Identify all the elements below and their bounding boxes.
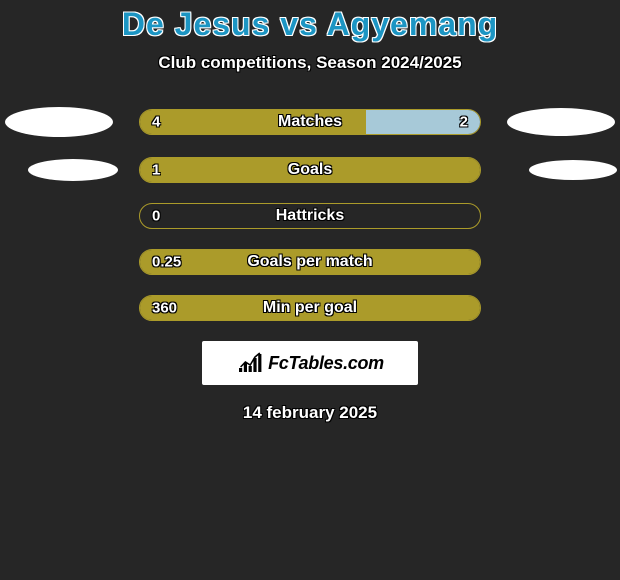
source-badge-wrap: FcTables.com xyxy=(0,341,620,385)
source-badge: FcTables.com xyxy=(202,341,418,385)
stat-bar-left-fill xyxy=(140,110,366,134)
stat-bar-left-fill xyxy=(140,158,480,182)
bar-chart-icon xyxy=(236,352,264,374)
stat-row: 360 Min per goal xyxy=(0,295,620,321)
left-player-ellipse-bottom xyxy=(28,159,118,181)
stat-bar-left-fill xyxy=(140,296,480,320)
stat-bar: 0 Hattricks xyxy=(139,203,481,229)
stat-bar: 1 Goals xyxy=(139,157,481,183)
stat-bar: 4 Matches 2 xyxy=(139,109,481,135)
stat-row: 4 Matches 2 xyxy=(0,107,620,137)
comparison-infographic: De Jesus vs Agyemang Club competitions, … xyxy=(0,0,620,423)
stat-bar-right-fill xyxy=(366,110,480,134)
page-title: De Jesus vs Agyemang xyxy=(0,6,620,43)
stat-bar: 360 Min per goal xyxy=(139,295,481,321)
stat-left-value: 0 xyxy=(152,208,160,225)
left-player-ellipse-top xyxy=(5,107,113,137)
right-side-slot xyxy=(493,108,613,136)
stat-row: 1 Goals xyxy=(0,157,620,183)
stat-row: 0.25 Goals per match xyxy=(0,249,620,275)
stat-bar-left-fill xyxy=(140,250,480,274)
stat-rows: 4 Matches 2 1 Goals xyxy=(0,107,620,321)
right-player-ellipse-bottom xyxy=(529,160,617,180)
right-side-slot xyxy=(493,160,613,180)
stat-bar: 0.25 Goals per match xyxy=(139,249,481,275)
source-badge-text: FcTables.com xyxy=(268,353,384,374)
left-side-slot xyxy=(7,159,127,181)
left-side-slot xyxy=(7,107,127,137)
stat-row: 0 Hattricks xyxy=(0,203,620,229)
page-subtitle: Club competitions, Season 2024/2025 xyxy=(0,53,620,73)
stat-label: Hattricks xyxy=(140,207,480,225)
snapshot-date: 14 february 2025 xyxy=(0,403,620,423)
right-player-ellipse-top xyxy=(507,108,615,136)
